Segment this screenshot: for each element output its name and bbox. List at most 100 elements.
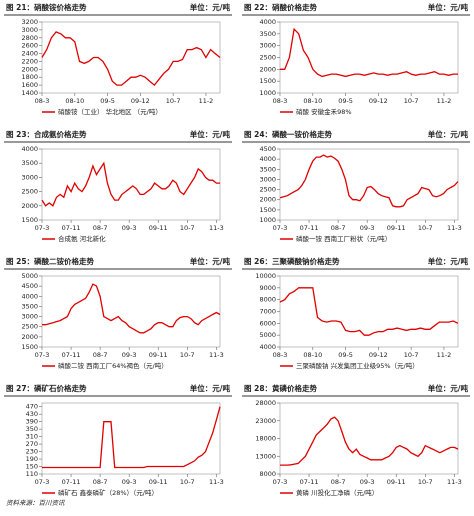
legend-label: 黄磷 川投化工净磷（元/吨） <box>296 488 378 497</box>
x-tick-label: 08-7 <box>93 351 108 359</box>
y-tick-label: 5000 <box>259 331 276 339</box>
y-tick-label: 2000 <box>259 65 276 73</box>
series-line <box>42 283 221 334</box>
y-tick-label: 390 <box>26 418 38 426</box>
y-tick-label: 5000 <box>21 272 38 280</box>
y-tick-label: 9000 <box>259 284 276 292</box>
y-tick-label: 2500 <box>259 186 276 194</box>
panel-title: 图 25：磷酸二铵价格走势 <box>6 256 95 266</box>
x-tick-label: 09-3 <box>122 351 137 359</box>
y-tick-label: 4000 <box>259 18 276 26</box>
x-tick-label: 07-11 <box>300 478 319 486</box>
y-tick-label: 23000 <box>255 417 276 425</box>
x-tick-label: 10-7 <box>180 224 195 232</box>
y-tick-label: 3500 <box>21 159 38 167</box>
y-tick-label: 8000 <box>259 296 276 304</box>
plot-frame <box>279 148 459 221</box>
plot-frame <box>279 275 459 348</box>
x-tick-label: 11-2 <box>437 97 452 105</box>
y-tick-label: 4000 <box>259 155 276 163</box>
panel-unit: 单位：元/吨 <box>190 383 231 393</box>
x-tick-label: 09-11 <box>387 224 406 232</box>
x-tick-label: 09-12 <box>369 97 388 105</box>
x-tick-label: 07-3 <box>273 478 288 486</box>
y-tick-label: 1400 <box>21 89 38 97</box>
y-tick-label: 150 <box>26 463 38 471</box>
plot-frame <box>41 402 221 475</box>
x-tick-label: 09-11 <box>149 351 168 359</box>
x-tick-label: 09-5 <box>100 97 115 105</box>
x-tick-label: 07-11 <box>62 351 81 359</box>
x-tick-label: 09-11 <box>149 478 168 486</box>
x-tick-label: 11-3 <box>447 224 462 232</box>
x-tick-label: 09-5 <box>338 351 353 359</box>
series-line <box>279 154 459 208</box>
y-tick-label: 1000 <box>259 216 276 224</box>
x-tick-label: 08-10 <box>65 97 84 105</box>
x-tick-label: 10-7 <box>404 351 419 359</box>
y-tick-label: 2800 <box>21 34 38 42</box>
x-tick-label: 11-3 <box>447 478 462 486</box>
panel-unit: 单位：元/吨 <box>428 2 469 12</box>
plot-frame <box>41 21 221 94</box>
source-note: 资料来源：百川资讯 <box>6 499 65 507</box>
x-tick-label: 09-3 <box>360 224 375 232</box>
panel-unit: 单位：元/吨 <box>190 256 231 266</box>
series-line <box>279 287 459 336</box>
legend-label: 磷矿石 鑫泰磷矿（28%）（元/吨） <box>58 488 158 497</box>
legend-label: 硝酸铵（工业） 华北地区 （元/吨） <box>58 107 162 116</box>
y-tick-label: 190 <box>26 455 38 463</box>
y-tick-label: 1000 <box>259 89 276 97</box>
legend-label: 三聚磷酸钠 兴发集团工业级95%（元/吨） <box>296 361 419 370</box>
x-tick-label: 10-7 <box>166 97 181 105</box>
panel-title: 图 26：三聚磷酸钠价格走势 <box>244 256 340 266</box>
y-tick-label: 2000 <box>21 202 38 210</box>
y-tick-label: 4000 <box>21 292 38 300</box>
x-tick-label: 11-2 <box>199 97 214 105</box>
y-tick-label: 2500 <box>21 188 38 196</box>
x-tick-label: 08-3 <box>273 351 288 359</box>
x-tick-label: 11-3 <box>209 351 224 359</box>
y-tick-label: 10000 <box>255 272 276 280</box>
panel-unit: 单位：元/吨 <box>190 2 231 12</box>
panel-title: 图 24：磷酸一铵价格走势 <box>244 129 333 139</box>
y-tick-label: 1500 <box>21 216 38 224</box>
y-tick-label: 470 <box>26 403 38 411</box>
x-tick-label: 11-2 <box>437 351 452 359</box>
panel-title: 图 27：磷矿石价格走势 <box>6 383 87 393</box>
series-line <box>280 27 458 78</box>
x-tick-label: 08-3 <box>273 97 288 105</box>
y-tick-label: 3200 <box>21 18 38 26</box>
x-tick-label: 09-3 <box>360 478 375 486</box>
y-tick-label: 3000 <box>21 26 38 34</box>
y-tick-label: 2400 <box>21 50 38 58</box>
x-tick-label: 08-7 <box>93 224 108 232</box>
y-tick-label: 3000 <box>21 173 38 181</box>
y-tick-label: 1800 <box>21 73 38 81</box>
y-tick-label: 28000 <box>255 399 276 407</box>
y-tick-label: 3500 <box>259 30 276 38</box>
x-tick-label: 08-10 <box>303 351 322 359</box>
y-tick-label: 4500 <box>21 282 38 290</box>
y-tick-label: 1500 <box>21 343 38 351</box>
series-line <box>41 161 220 207</box>
x-tick-label: 08-7 <box>331 478 346 486</box>
x-tick-label: 07-3 <box>35 351 50 359</box>
x-tick-label: 08-3 <box>35 97 50 105</box>
y-tick-label: 2500 <box>259 54 276 62</box>
y-tick-label: 2600 <box>21 42 38 50</box>
x-tick-label: 09-3 <box>122 224 137 232</box>
x-tick-label: 10-7 <box>418 478 433 486</box>
y-tick-label: 18000 <box>255 435 276 443</box>
x-tick-label: 09-11 <box>149 224 168 232</box>
x-tick-label: 09-12 <box>131 97 150 105</box>
y-tick-label: 8000 <box>259 470 276 478</box>
legend-label: 硝酸 安徽金禾98% <box>296 107 352 116</box>
y-tick-label: 4000 <box>21 145 38 153</box>
panel-title: 图 28：黄磷价格走势 <box>244 383 318 393</box>
x-tick-label: 07-11 <box>300 224 319 232</box>
y-tick-label: 1500 <box>259 77 276 85</box>
x-tick-label: 07-11 <box>62 478 81 486</box>
panel-unit: 单位：元/吨 <box>190 129 231 139</box>
x-tick-label: 07-3 <box>35 224 50 232</box>
